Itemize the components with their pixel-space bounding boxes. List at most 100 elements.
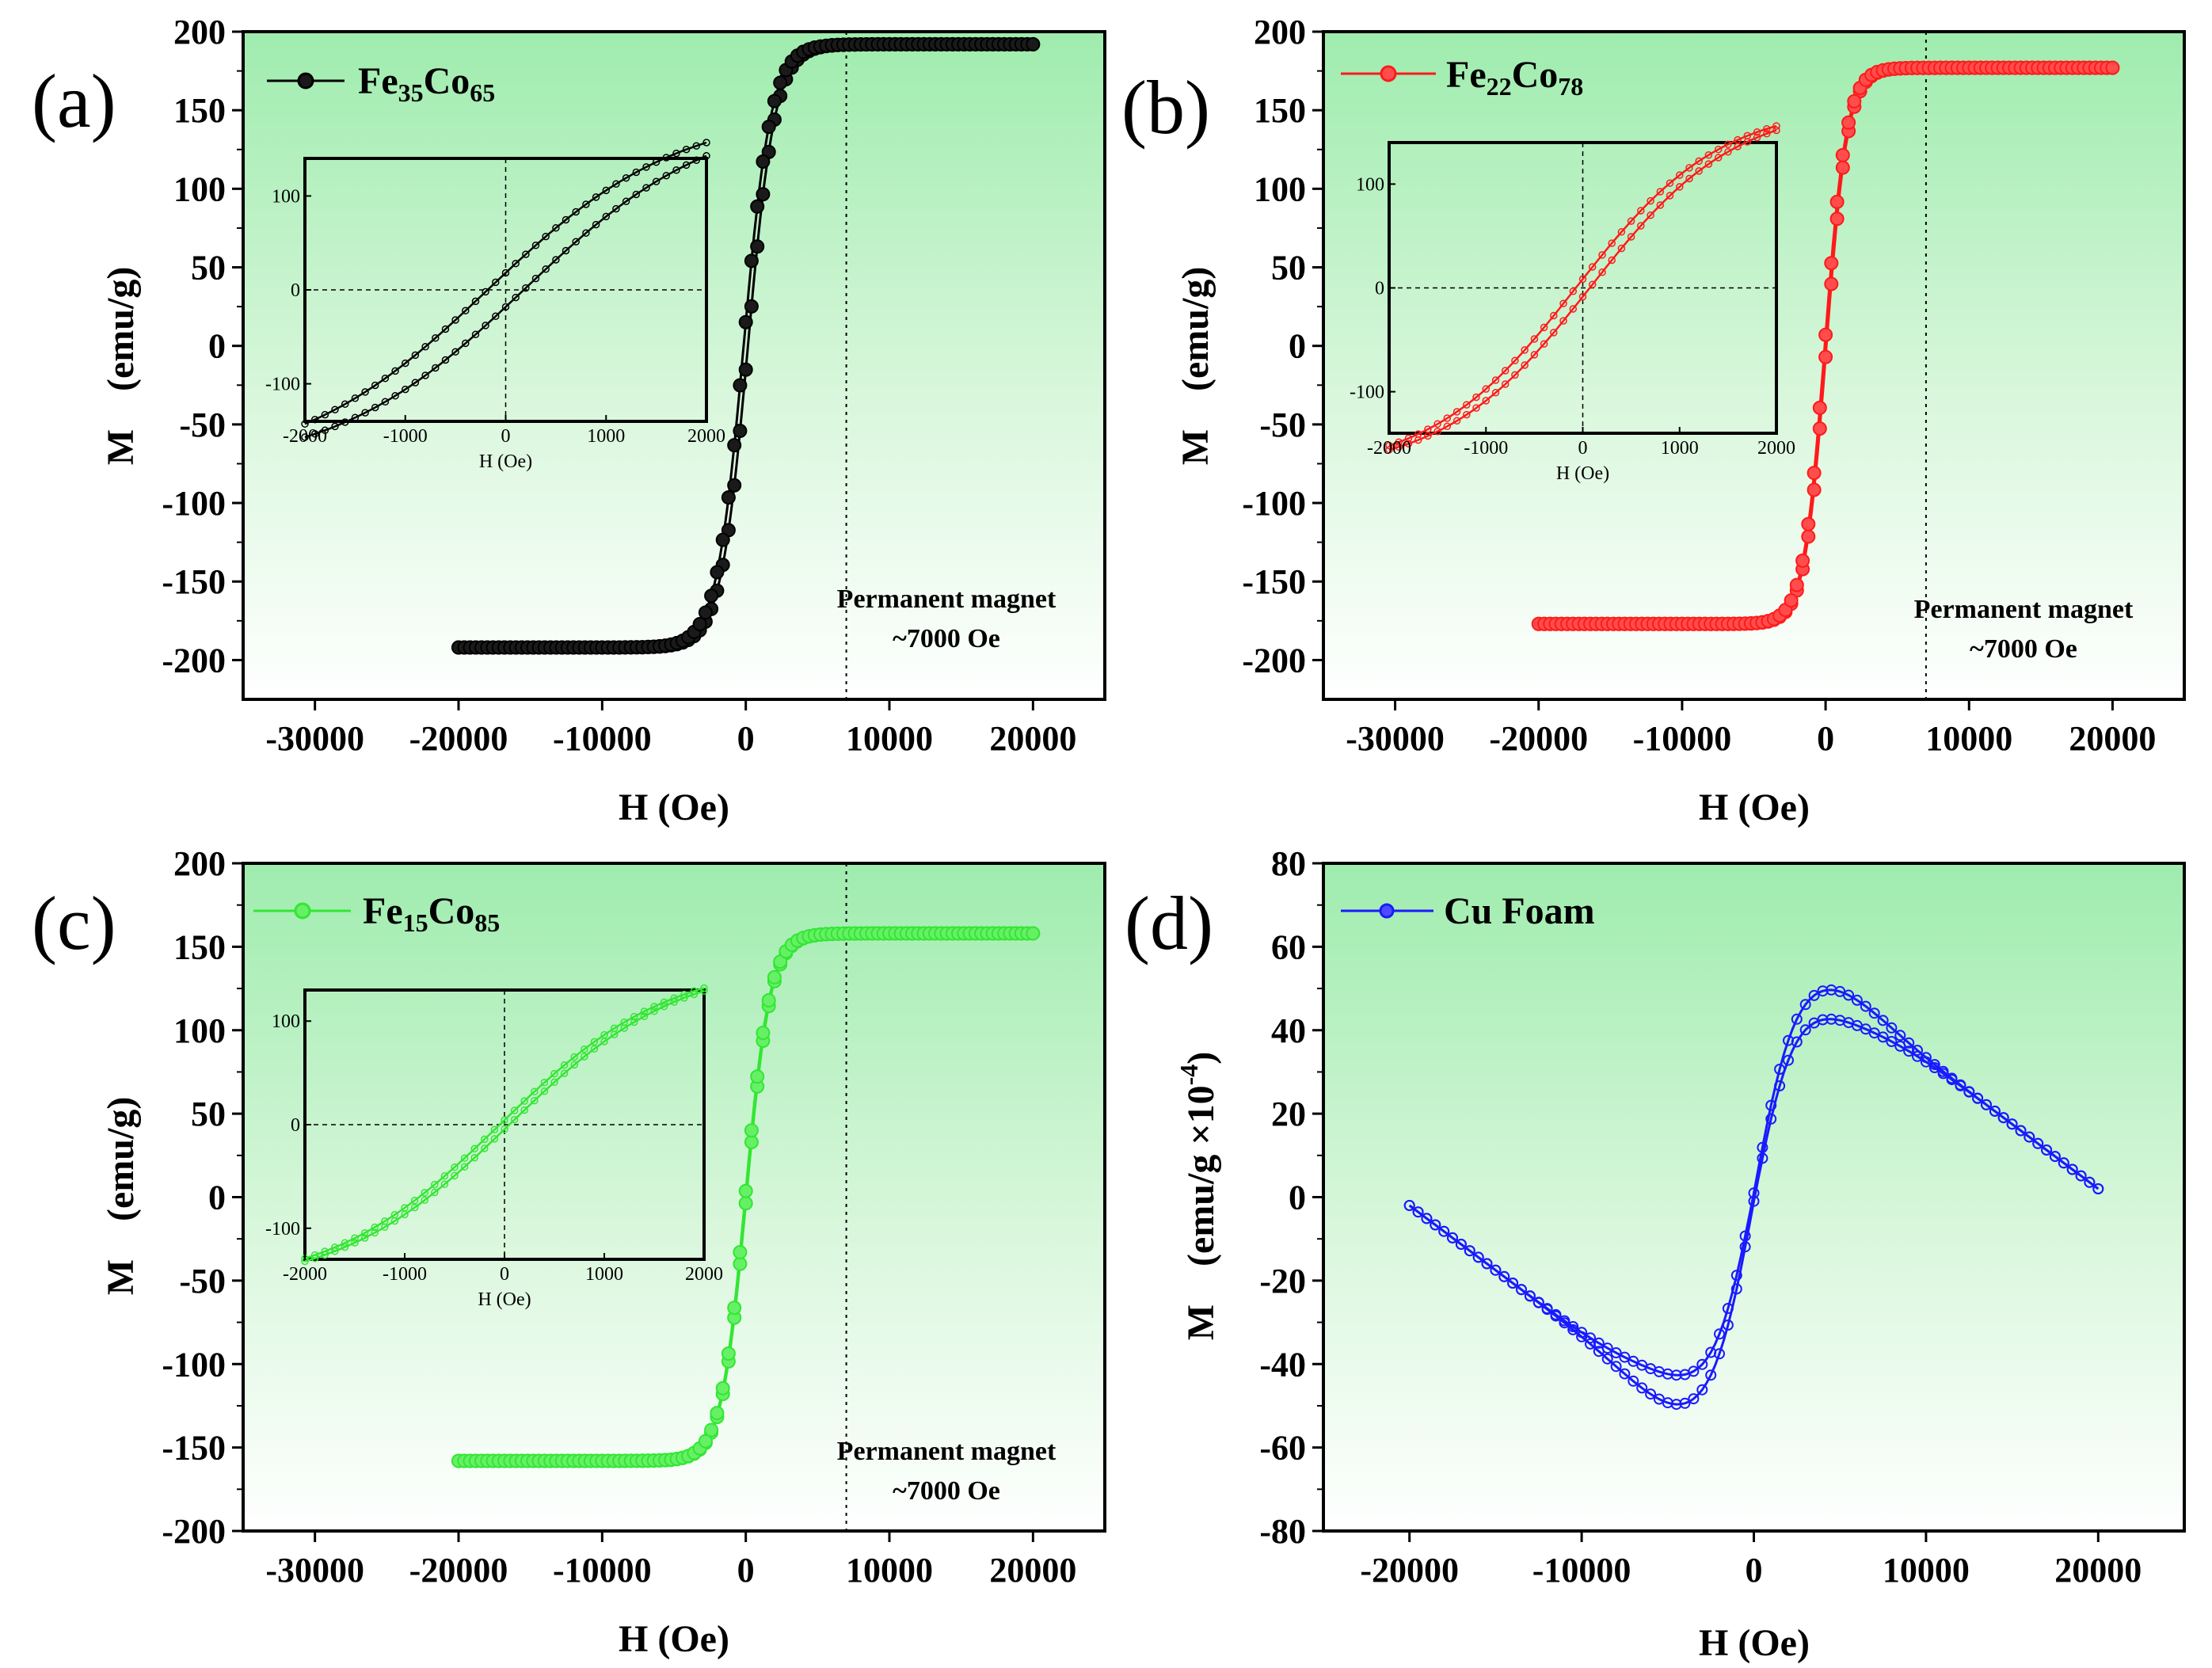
data-point xyxy=(1807,466,1822,481)
data-point xyxy=(1847,93,1862,109)
inset-data-point xyxy=(650,1007,658,1015)
inset-y-tick-label: -100 xyxy=(265,1219,300,1240)
data-point xyxy=(1851,994,1863,1006)
annotation: Permanent magnet ~7000 Oe xyxy=(837,585,1057,653)
data-point xyxy=(721,1346,736,1361)
inset-data-point xyxy=(371,403,379,412)
data-point xyxy=(1783,1034,1794,1046)
data-point xyxy=(1472,1251,1484,1263)
data-point xyxy=(1801,516,1816,531)
data-point xyxy=(1799,999,1811,1011)
inset-data-point xyxy=(1491,389,1500,397)
inset-data-point xyxy=(510,1106,519,1114)
data-point xyxy=(1774,1064,1786,1075)
data-point xyxy=(750,239,765,254)
inset-data-point xyxy=(1511,356,1519,365)
inset-x-tick-label: 2000 xyxy=(687,426,725,447)
data-point xyxy=(1730,1283,1742,1295)
inset-data-point xyxy=(1482,397,1491,405)
inset-data-point xyxy=(1501,367,1510,375)
inset-x-tick-label: 1000 xyxy=(585,1264,623,1285)
inset-data-point xyxy=(1704,160,1713,168)
inset-data-point xyxy=(531,274,540,283)
inset-data-point xyxy=(1472,393,1480,402)
data-point xyxy=(710,1406,725,1421)
inset-data-point xyxy=(1763,130,1771,138)
inset-x-tick-label: 2000 xyxy=(1757,438,1795,459)
inset-data-point xyxy=(1433,420,1441,428)
inset-data-point xyxy=(522,284,530,292)
x-tick-label: -20000 xyxy=(409,719,508,758)
inset-data-point xyxy=(550,1069,558,1078)
inset-data-point xyxy=(692,156,701,165)
inset-data-point xyxy=(1695,157,1703,166)
inset-data-point xyxy=(582,229,590,237)
data-point xyxy=(1403,1200,1415,1211)
x-tick-label: 0 xyxy=(1746,1551,1763,1590)
inset-data-point xyxy=(1443,422,1452,431)
inset-data-point xyxy=(351,413,360,422)
data-point xyxy=(1670,1369,1682,1381)
inset-data-point xyxy=(421,371,429,379)
data-point xyxy=(1585,1332,1596,1344)
inset-data-point xyxy=(1463,410,1471,419)
inset-data-point xyxy=(1627,233,1635,241)
data-point xyxy=(744,299,759,314)
data-point xyxy=(1824,256,1839,271)
inset-data-point xyxy=(1433,427,1441,436)
inset-data-point xyxy=(1656,201,1665,209)
data-point xyxy=(1868,1027,1880,1039)
series-line xyxy=(1408,988,2100,1377)
x-tick-label: 10000 xyxy=(1925,719,2012,758)
inset-data-point xyxy=(381,1217,389,1225)
inset-data-point xyxy=(1598,268,1606,276)
inset-data-point xyxy=(700,987,708,995)
data-point xyxy=(1868,1007,1880,1019)
data-point xyxy=(1679,1397,1691,1409)
inset-data-point xyxy=(550,1078,558,1087)
inset-data-point xyxy=(680,990,688,999)
data-point xyxy=(1963,1086,1975,1098)
y-axis-title: M (emu/g) xyxy=(1175,267,1216,466)
data-point xyxy=(1455,1239,1467,1250)
y-tick-label: 0 xyxy=(1289,1179,1306,1217)
data-point xyxy=(704,588,719,604)
data-point xyxy=(1829,211,1845,227)
data-point xyxy=(1877,1031,1889,1043)
y-tick-label: 150 xyxy=(173,91,226,130)
inset-data-point xyxy=(1452,408,1461,416)
inset-x-tick-label: -1000 xyxy=(383,1264,427,1285)
inset-x-tick-label: 1000 xyxy=(587,426,625,447)
inset-data-point xyxy=(1637,222,1645,230)
data-point xyxy=(1628,1375,1639,1387)
inset-data-point xyxy=(470,1144,478,1153)
y-tick-label: 60 xyxy=(1271,927,1306,966)
data-point xyxy=(1567,1321,1579,1332)
panel-a: -30000 -20000 -10000 0 10000 20000-200-150-10… xyxy=(32,13,1106,828)
inset-data-point xyxy=(1395,443,1403,451)
y-tick-label: 150 xyxy=(173,927,226,966)
inset-data-point xyxy=(441,325,450,333)
panel-d: -20000 -10000 0 10000 20000 -80 -60 -40 -20 0 20 40… xyxy=(1125,844,2186,1664)
x-tick-label: -10000 xyxy=(1532,1551,1631,1590)
inset-data-point xyxy=(1491,376,1500,384)
inset-data-point xyxy=(1704,150,1713,159)
data-point xyxy=(1714,1328,1725,1340)
inset-data-point xyxy=(662,172,671,180)
inset-data-point xyxy=(1385,446,1393,454)
inset-data-point xyxy=(441,356,450,364)
inset-data-point xyxy=(1753,133,1761,142)
inset-data-point xyxy=(321,426,329,435)
data-point xyxy=(1412,1206,1424,1218)
inset-data-point xyxy=(692,142,701,150)
inset-data-point xyxy=(1559,317,1567,325)
y-tick-label: -150 xyxy=(1242,562,1306,601)
inset-data-point xyxy=(1666,192,1674,200)
inset-data-point xyxy=(612,180,620,189)
inset-x-tick-label: 1000 xyxy=(1661,438,1699,459)
legend-label: Fe22Co78 xyxy=(1446,54,1583,101)
data-point xyxy=(738,1183,753,1198)
inset-data-point xyxy=(410,1196,419,1205)
inset-data-point xyxy=(1743,131,1752,140)
